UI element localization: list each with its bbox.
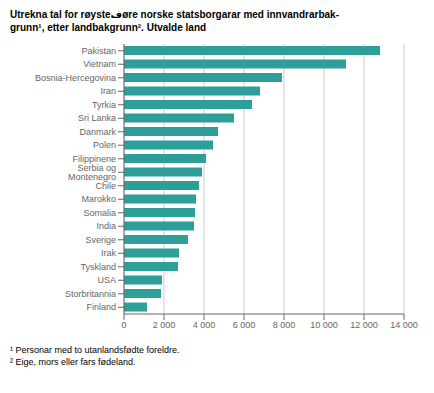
svg-text:Finland: Finland [86, 302, 116, 312]
svg-text:4 000: 4 000 [193, 320, 216, 330]
svg-text:14 000: 14 000 [390, 320, 418, 330]
svg-text:10 000: 10 000 [310, 320, 338, 330]
svg-text:12 000: 12 000 [350, 320, 378, 330]
svg-text:6 000: 6 000 [233, 320, 256, 330]
svg-text:Iran: Iran [100, 86, 116, 96]
svg-text:Irak: Irak [101, 248, 117, 258]
svg-text:Bosnia-Hercegovina: Bosnia-Hercegovina [35, 73, 116, 83]
html-text:grunn¹, etter landbakgrunn². U: grunn¹, etter landbakgrunn². Utvalde lan… [10, 22, 207, 33]
svg-text:Tyrkia: Tyrkia [92, 100, 116, 110]
svg-text:8 000: 8 000 [273, 320, 296, 330]
svg-text:Tyskland: Tyskland [80, 262, 116, 272]
svg-text:Storbritannia: Storbritannia [65, 289, 116, 299]
svg-text:Chile: Chile [95, 181, 116, 191]
html-text:² Eige, mors eller fars fødela: ² Eige, mors eller fars fødeland. [10, 357, 136, 367]
svg-text:Vietnam: Vietnam [83, 59, 116, 69]
svg-text:USA: USA [97, 275, 116, 285]
svg-text:0: 0 [121, 320, 126, 330]
svg-text:Sverige: Sverige [85, 235, 116, 245]
svg-text:Polen: Polen [93, 140, 116, 150]
svg-text:Somalia: Somalia [83, 208, 116, 218]
svg-text:Danmark: Danmark [79, 127, 116, 137]
svg-text:Marokko: Marokko [81, 194, 116, 204]
svg-text:Serbia ogMontenegro: Serbia ogMontenegro [68, 163, 116, 182]
svg-text:Filippinene: Filippinene [72, 153, 116, 164]
svg-text:Sri Lanka: Sri Lanka [78, 113, 116, 123]
html-text:Utrekna tal for røysteفøre nor: Utrekna tal for røysteفøre norske statsb… [10, 9, 339, 20]
html-text:¹ Personar med to utanlandsfød: ¹ Personar med to utanlandsfødte foreldr… [10, 345, 180, 355]
svg-text:Pakistan: Pakistan [81, 46, 116, 56]
svg-text:2 000: 2 000 [153, 320, 176, 330]
svg-text:India: India [96, 221, 116, 231]
